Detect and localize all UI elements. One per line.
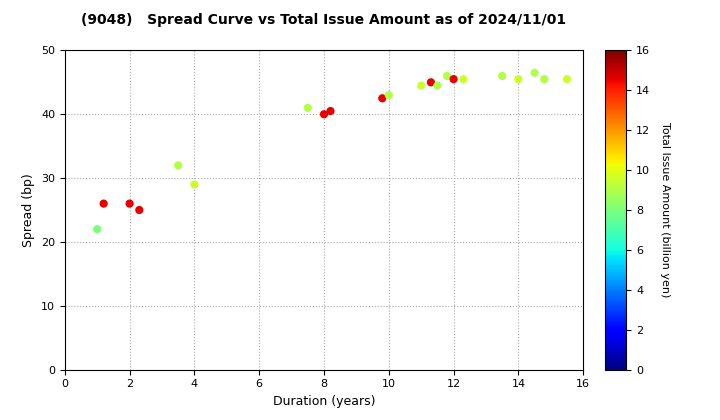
Point: [539, 76, 550, 82]
Point: [302, 105, 314, 111]
X-axis label: Duration (years): Duration (years): [273, 395, 375, 408]
Point: [318, 111, 330, 118]
Point: [425, 79, 436, 86]
Point: [441, 73, 453, 79]
Point: [528, 69, 540, 76]
Point: [98, 200, 109, 207]
Point: [415, 82, 427, 89]
Point: [91, 226, 103, 233]
Point: [134, 207, 145, 213]
Point: [458, 76, 469, 82]
Point: [189, 181, 200, 188]
Point: [448, 76, 459, 82]
Point: [497, 73, 508, 79]
Text: (9048)   Spread Curve vs Total Issue Amount as of 2024/11/01: (9048) Spread Curve vs Total Issue Amoun…: [81, 13, 567, 26]
Point: [173, 162, 184, 169]
Point: [383, 92, 395, 98]
Y-axis label: Total Issue Amount (billion yen): Total Issue Amount (billion yen): [660, 122, 670, 298]
Point: [513, 76, 524, 82]
Point: [432, 82, 444, 89]
Point: [325, 108, 336, 114]
Point: [124, 200, 135, 207]
Y-axis label: Spread (bp): Spread (bp): [22, 173, 35, 247]
Point: [377, 95, 388, 102]
Point: [562, 76, 573, 82]
